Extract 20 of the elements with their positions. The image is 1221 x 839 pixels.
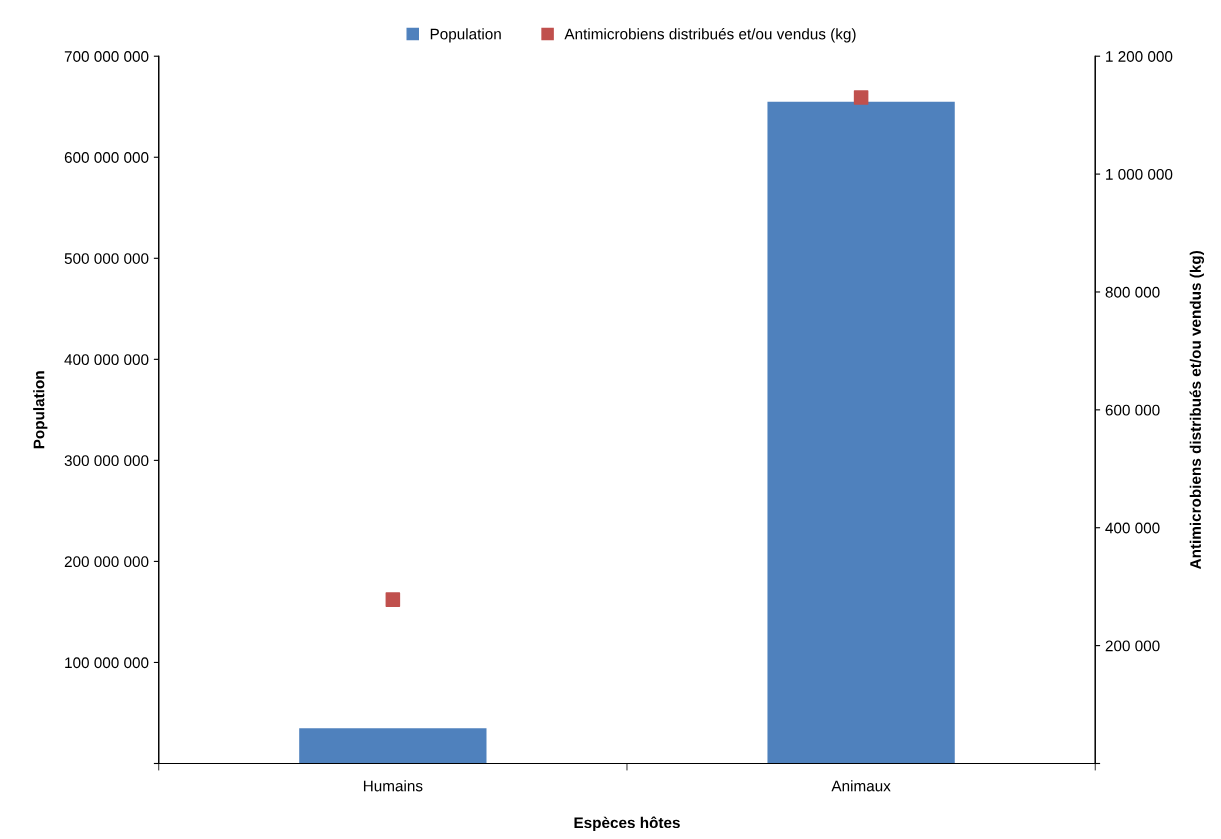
y-tick-label: 700 000 000	[64, 51, 149, 62]
y2-tick-label: 600 000	[1105, 404, 1160, 416]
y-tick-label: 100 000 000	[65, 657, 149, 669]
y-tick-label: 400 000 000	[64, 354, 149, 366]
y-tick-label: 600 000 000	[64, 152, 149, 163]
y-axis-title: Population	[33, 371, 48, 449]
y2-axis-title: Antimicrobiens distribués et/ou vendus (kg)	[1189, 251, 1205, 570]
y-tick-label: 500 000 000	[64, 253, 149, 264]
y-tick-label: 200 000 000	[64, 556, 149, 568]
y2-tick-label: 800 000	[1105, 286, 1160, 298]
y2-tick-label: 1 200 000	[1106, 51, 1173, 62]
x-tick-label: Humains	[363, 780, 423, 792]
legend-label: Antimicrobiens distribués et/ou vendus (kg)	[564, 28, 856, 43]
y2-tick-label: 200 000	[1105, 640, 1160, 652]
y-tick-label: 300 000 000	[64, 455, 149, 467]
y2-tick-label: 400 000	[1105, 522, 1160, 534]
legend-label: Population	[430, 28, 501, 43]
x-axis-title: Espèces hôtes	[574, 816, 680, 832]
y2-tick-label: 1 000 000	[1106, 168, 1173, 180]
x-tick-label: Animaux	[831, 780, 891, 792]
